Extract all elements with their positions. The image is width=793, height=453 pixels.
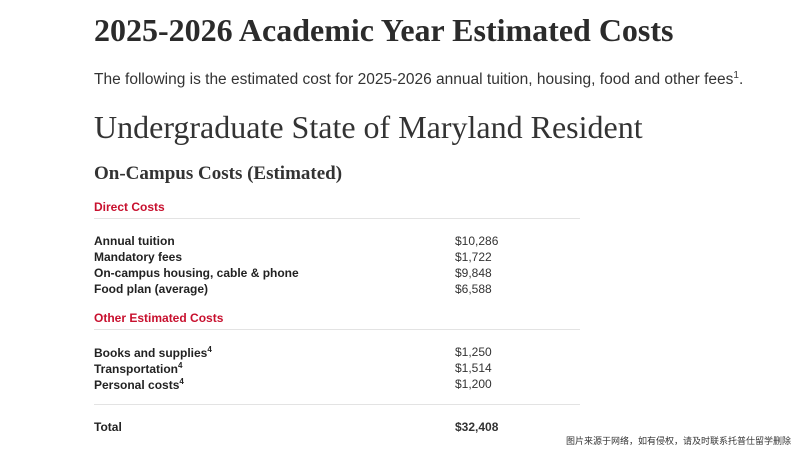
divider: [94, 404, 580, 405]
label-text: Annual tuition: [94, 234, 175, 248]
footnote-mark: 4: [178, 361, 183, 370]
row-cost: $10,286: [455, 234, 499, 248]
label-text: Food plan (average): [94, 282, 209, 296]
section-title: Undergraduate State of Maryland Resident: [94, 109, 643, 145]
label-text: On-campus housing, cable & phone: [94, 266, 299, 280]
label-text: Personal costs: [94, 378, 180, 392]
row-label: Books and supplies4: [94, 345, 212, 360]
row-label: Personal costs4: [94, 377, 184, 392]
intro-end: .: [738, 71, 744, 89]
total-label: Total: [94, 420, 122, 434]
footnote-mark: 4: [207, 345, 212, 354]
group-title: Direct Costs: [94, 200, 165, 214]
divider: [94, 218, 580, 219]
label-text: Mandatory fees: [94, 250, 183, 264]
watermark: 图片来源于网络，如有侵权，请及时联系托普仕留学删除: [565, 437, 791, 447]
row-cost: $9,848: [455, 266, 492, 280]
footnote-mark: 1: [733, 70, 739, 81]
row-cost: $1,514: [455, 361, 492, 375]
group-title: Other Estimated Costs: [94, 311, 224, 325]
divider: [94, 329, 580, 330]
row-label: Mandatory fees: [94, 250, 182, 264]
row-cost: $1,722: [455, 250, 492, 264]
footnote-mark: 4: [179, 377, 184, 386]
label-text: Books and supplies: [94, 346, 208, 360]
row-cost: $1,250: [455, 345, 492, 359]
label-text: Transportation: [94, 362, 179, 376]
row-label: Annual tuition: [94, 234, 175, 248]
page-title: 2025-2026 Academic Year Estimated Costs: [94, 12, 674, 48]
row-label: Food plan (average): [94, 282, 208, 296]
section-subtitle: On-Campus Costs (Estimated): [94, 163, 343, 184]
row-label: Transportation4: [94, 361, 182, 376]
intro: The following is the estimated cost for …: [94, 70, 743, 89]
row-cost: $6,588: [455, 282, 492, 296]
row-label: On-campus housing, cable & phone: [94, 266, 299, 280]
intro-text: The following is the estimated cost for …: [94, 71, 734, 89]
row-cost: $1,200: [455, 377, 492, 391]
total-cost: $32,408: [455, 420, 499, 434]
